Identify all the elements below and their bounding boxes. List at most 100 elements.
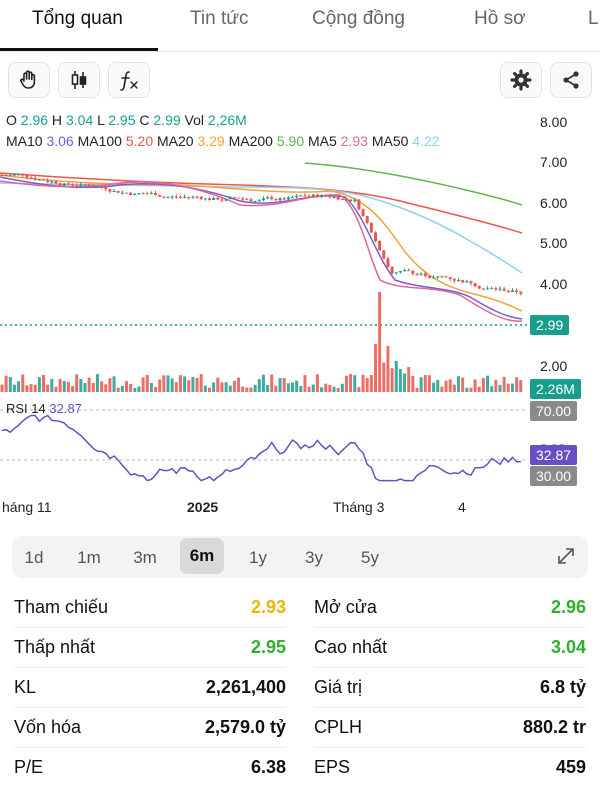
volume-bar: [191, 377, 195, 392]
volume-bar: [378, 292, 382, 392]
tab-profile[interactable]: Hồ sơ: [474, 8, 526, 29]
period-1d[interactable]: 1d: [24, 548, 44, 567]
period-6m[interactable]: 6m: [180, 538, 224, 574]
price-axis-label: 2.00: [540, 358, 567, 374]
candle-body: [4, 175, 8, 177]
period-1y[interactable]: 1y: [249, 548, 267, 567]
candle-body: [386, 258, 390, 267]
indicator-button[interactable]: [108, 62, 150, 98]
volume-bar: [100, 381, 104, 392]
ohlc-volume-value: 2,26M: [207, 112, 247, 128]
volume-bar: [183, 376, 187, 392]
volume-bar: [253, 384, 257, 392]
candle-body: [199, 196, 203, 200]
ohlc-close-label: C: [139, 112, 150, 128]
volume-bar: [382, 362, 386, 392]
volume-bar: [461, 377, 465, 392]
tab-news[interactable]: Tin tức: [190, 8, 249, 29]
candle-body: [216, 197, 220, 200]
volume-bar: [411, 375, 415, 392]
candle-body: [398, 271, 402, 273]
volume-bar: [498, 384, 502, 392]
candlestick-series: [0, 173, 523, 296]
stat-label: CPLH: [314, 717, 363, 737]
candle-body: [432, 277, 436, 279]
volume-bar: [448, 379, 452, 392]
candle-body: [278, 198, 282, 201]
candle-body: [382, 250, 386, 259]
volume-bar: [145, 374, 149, 392]
stat-label: Thấp nhất: [14, 637, 96, 657]
share-button[interactable]: [550, 62, 592, 98]
candle-body: [17, 173, 21, 175]
current-volume-tag: 2.26M: [530, 379, 581, 399]
period-5y[interactable]: 5y: [361, 548, 379, 567]
candle-body: [245, 198, 249, 200]
candle-body: [266, 197, 270, 199]
tab-overview[interactable]: Tổng quan: [32, 8, 123, 29]
volume-bar: [174, 382, 178, 392]
volume-bar: [481, 378, 485, 392]
stat-row-reference: Tham chiếu 2.93: [14, 588, 286, 628]
candle-body: [91, 185, 95, 188]
candle-body: [37, 179, 41, 181]
volume-bar: [4, 375, 8, 392]
active-tab-indicator: [0, 48, 158, 51]
tab-more[interactable]: L: [588, 8, 599, 29]
rsi-upper-tag: 70.00: [530, 401, 578, 421]
ohlc-open-label: O: [6, 112, 17, 128]
candle-body: [515, 290, 519, 292]
stat-row-pe: P/E 6.38: [14, 748, 286, 788]
ohlc-close-value: 2.99: [153, 112, 181, 128]
candle-body: [261, 198, 265, 201]
volume-bar: [245, 387, 249, 392]
stat-value: 2.93: [250, 597, 286, 617]
share-icon: [563, 71, 579, 89]
candle-body: [137, 193, 141, 195]
stat-row-shares-outstanding: CPLH 880.2 tr: [314, 708, 586, 748]
candle-body: [116, 190, 120, 193]
volume-bar: [62, 381, 66, 392]
volume-bar: [8, 377, 12, 392]
period-3y[interactable]: 3y: [305, 548, 323, 567]
stat-row-low: Thấp nhất 2.95: [14, 628, 286, 668]
candle-body: [461, 280, 465, 283]
chart-type-button[interactable]: [58, 62, 100, 98]
volume-bar: [158, 379, 162, 392]
candle-body: [212, 197, 216, 200]
volume-bar: [166, 375, 170, 392]
period-1m[interactable]: 1m: [77, 548, 101, 567]
candle-body: [315, 194, 319, 197]
candle-body: [344, 199, 348, 201]
tab-community[interactable]: Cộng đồng: [312, 8, 405, 29]
ma-label: MA200: [228, 133, 273, 149]
ohlc-low-value: 2.95: [108, 112, 136, 128]
candle-body: [125, 192, 128, 194]
candle-body: [390, 266, 394, 274]
candle-body: [477, 286, 481, 289]
volume-bar: [320, 387, 324, 392]
settings-button[interactable]: [500, 62, 542, 98]
volume-series: [0, 292, 523, 392]
ohlc-high-label: H: [51, 112, 63, 128]
ma-label: MA20: [157, 133, 194, 149]
price-chart[interactable]: 8.00 7.00 6.00 5.00 4.00 2.00 0.00 háng …: [0, 105, 600, 525]
candle-body: [62, 183, 66, 186]
volume-bar: [386, 345, 390, 392]
hand-tool-button[interactable]: [8, 62, 50, 98]
volume-bar: [87, 377, 91, 392]
volume-bar: [407, 367, 411, 392]
candle-body: [178, 196, 182, 198]
volume-bar: [374, 343, 377, 392]
volume-bar: [344, 375, 348, 392]
expand-icon[interactable]: [554, 544, 578, 568]
volume-bar: [17, 381, 21, 392]
candle-body: [328, 195, 332, 198]
period-3m[interactable]: 3m: [133, 548, 157, 567]
candle-body: [415, 273, 419, 275]
volume-bar: [149, 382, 153, 392]
volume-bar: [237, 377, 241, 392]
candle-body: [83, 184, 87, 186]
candle-body: [21, 173, 25, 176]
candle-body: [95, 186, 99, 188]
